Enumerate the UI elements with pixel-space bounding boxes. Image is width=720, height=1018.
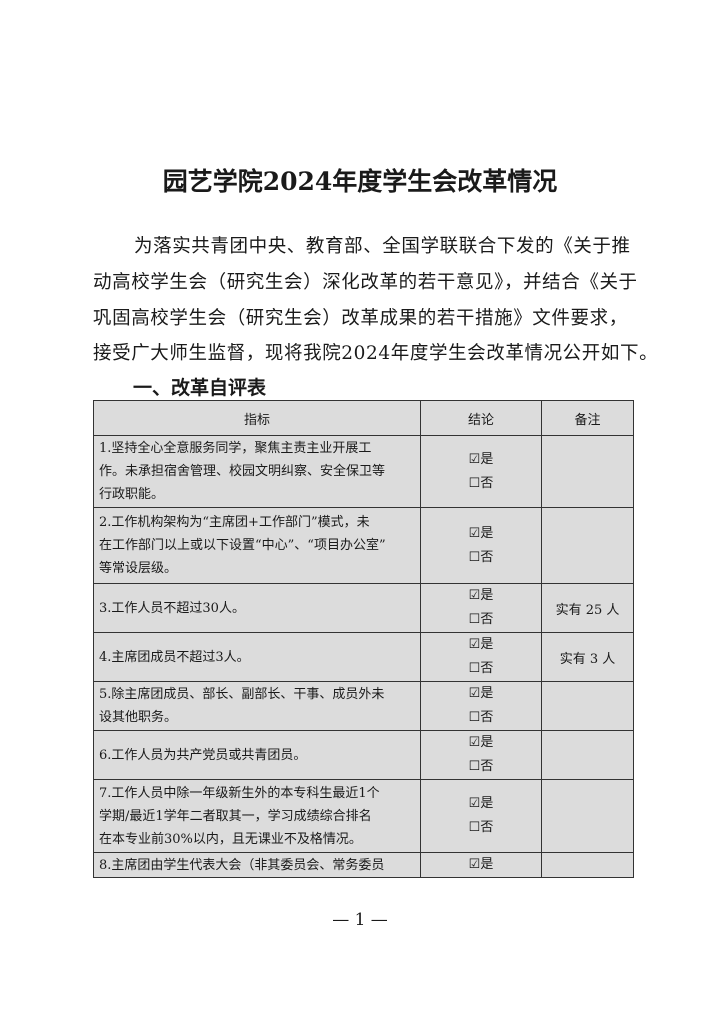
conclusion-cell: ☑是 ☐否 <box>420 681 542 731</box>
indicator-cell: 8.主席团由学生代表大会（非其委员会、常务委员 <box>93 852 421 878</box>
conclusion-cell: ☑是 ☐否 <box>420 435 542 508</box>
indicator-cell: 5.除主席团成员、部长、副部长、干事、成员外未 设其他职务。 <box>93 681 421 731</box>
conclusion-cell: ☑是 <box>420 852 542 878</box>
conclusion-cell: ☑是 ☐否 <box>420 632 542 682</box>
conclusion-cell: ☑是 ☐否 <box>420 507 542 584</box>
indicator-line: 学期/最近1学年二者取其一，学习成绩综合排名 <box>99 808 372 824</box>
table-row: 5.除主席团成员、部长、副部长、干事、成员外未 设其他职务。 ☑是 ☐否 <box>93 681 634 731</box>
indicator-line: 在本专业前30%以内，且无课业不及格情况。 <box>99 831 362 847</box>
conclusion-cell: ☑是 ☐否 <box>420 583 542 633</box>
remark-cell <box>541 730 634 780</box>
section-heading: 一、改革自评表 <box>133 377 267 399</box>
conclusion-option: ☑是 <box>468 637 494 652</box>
document-title: 园艺学院2024年度学生会改革情况 <box>162 167 558 196</box>
remark-text: 实有 3 人 <box>559 651 616 667</box>
indicator-line: 在工作部门以上或以下设置“中心”、“项目办公室” <box>99 538 386 553</box>
intro-line: 巩固高校学生会（研究生会）改革成果的若干措施》文件要求， <box>93 308 628 329</box>
indicator-line: 等常设层级。 <box>99 561 178 576</box>
conclusion-option: ☐否 <box>468 710 494 725</box>
conclusion-option: ☐否 <box>468 612 494 627</box>
indicator-line: 2.工作机构架构为“主席团+工作部门”模式，未 <box>99 515 370 530</box>
conclusion-option: ☑是 <box>468 857 494 872</box>
intro-line: 接受广大师生监督，现将我院2024年度学生会改革情况公开如下。 <box>93 343 659 364</box>
indicator-line: 作。未承担宿舍管理、校园文明纠察、安全保卫等 <box>99 464 386 479</box>
table-row: 4.主席团成员不超过3人。 ☑是 ☐否 实有 3 人 <box>93 632 634 682</box>
indicator-line: 6.工作人员为共产党员或共青团员。 <box>99 747 307 763</box>
intro-line: 动高校学生会（研究生会）深化改革的若干意见》，并结合《关于 <box>93 272 638 293</box>
remark-cell: 实有 3 人 <box>541 632 634 682</box>
table-row: 7.工作人员中除一年级新生外的本专科生最近1个 学期/最近1学年二者取其一，学习成… <box>93 779 634 853</box>
table-row: 1.坚持全心全意服务同学，聚焦主责主业开展工 作。未承担宿舍管理、校园文明纠察、安… <box>93 435 634 508</box>
remark-cell <box>541 681 634 731</box>
conclusion-option: ☐否 <box>468 549 494 565</box>
column-header: 结论 <box>420 400 542 436</box>
remark-cell <box>541 779 634 853</box>
indicator-line: 4.主席团成员不超过3人。 <box>99 649 250 665</box>
conclusion-cell: ☑是 ☐否 <box>420 730 542 780</box>
indicator-line: 设其他职务。 <box>99 710 178 725</box>
conclusion-option: ☐否 <box>468 661 494 676</box>
remark-cell <box>541 852 634 878</box>
indicator-line: 1.坚持全心全意服务同学，聚焦主责主业开展工 <box>99 441 372 456</box>
indicator-line: 3.工作人员不超过30人。 <box>99 600 245 616</box>
conclusion-option: ☐否 <box>468 759 494 774</box>
column-header: 备注 <box>541 400 634 436</box>
indicator-cell: 1.坚持全心全意服务同学，聚焦主责主业开展工 作。未承担宿舍管理、校园文明纠察、安… <box>93 435 421 508</box>
remark-text: 实有 25 人 <box>555 602 620 618</box>
indicator-line: 8.主席团由学生代表大会（非其委员会、常务委员 <box>99 857 385 873</box>
table-row: 3.工作人员不超过30人。 ☑是 ☐否 实有 25 人 <box>93 583 634 633</box>
conclusion-cell: ☑是 ☐否 <box>420 779 542 853</box>
column-header: 指标 <box>93 400 421 436</box>
table-row: 8.主席团由学生代表大会（非其委员会、常务委员 ☑是 <box>93 852 634 878</box>
table-row: 2.工作机构架构为“主席团+工作部门”模式，未在工作部门以上或以下设置“中心”、… <box>93 507 634 584</box>
conclusion-option: ☐否 <box>468 820 494 835</box>
indicator-cell: 4.主席团成员不超过3人。 <box>93 632 421 682</box>
remark-cell <box>541 507 634 584</box>
table-header-row: 指标 结论 备注 <box>93 400 634 436</box>
intro-line: 为落实共青团中央、教育部、全国学联联合下发的《关于推 <box>134 236 631 257</box>
self-evaluation-table: 指标 结论 备注 1.坚持全心全意服务同学，聚焦主责主业开展工 作。未承担宿舍管理、校… <box>93 400 634 878</box>
indicator-line: 5.除主席团成员、部长、副部长、干事、成员外未 <box>99 687 385 702</box>
conclusion-option: ☐否 <box>468 475 494 491</box>
conclusion-option: ☑是 <box>468 451 494 467</box>
indicator-cell: 3.工作人员不超过30人。 <box>93 583 421 633</box>
conclusion-option: ☑是 <box>468 735 494 750</box>
indicator-line: 行政职能。 <box>99 487 165 502</box>
indicator-cell: 7.工作人员中除一年级新生外的本专科生最近1个 学期/最近1学年二者取其一，学习成… <box>93 779 421 853</box>
table-row: 6.工作人员为共产党员或共青团员。 ☑是 ☐否 <box>93 730 634 780</box>
conclusion-option: ☑是 <box>468 686 494 701</box>
conclusion-option: ☑是 <box>468 796 494 811</box>
indicator-line: 7.工作人员中除一年级新生外的本专科生最近1个 <box>99 785 380 801</box>
page-number: — 1 — <box>332 910 388 930</box>
conclusion-option: ☑是 <box>468 525 494 541</box>
indicator-cell: 2.工作机构架构为“主席团+工作部门”模式，未在工作部门以上或以下设置“中心”、… <box>93 507 421 584</box>
conclusion-option: ☑是 <box>468 588 494 603</box>
remark-cell <box>541 435 634 508</box>
indicator-cell: 6.工作人员为共产党员或共青团员。 <box>93 730 421 780</box>
remark-cell: 实有 25 人 <box>541 583 634 633</box>
